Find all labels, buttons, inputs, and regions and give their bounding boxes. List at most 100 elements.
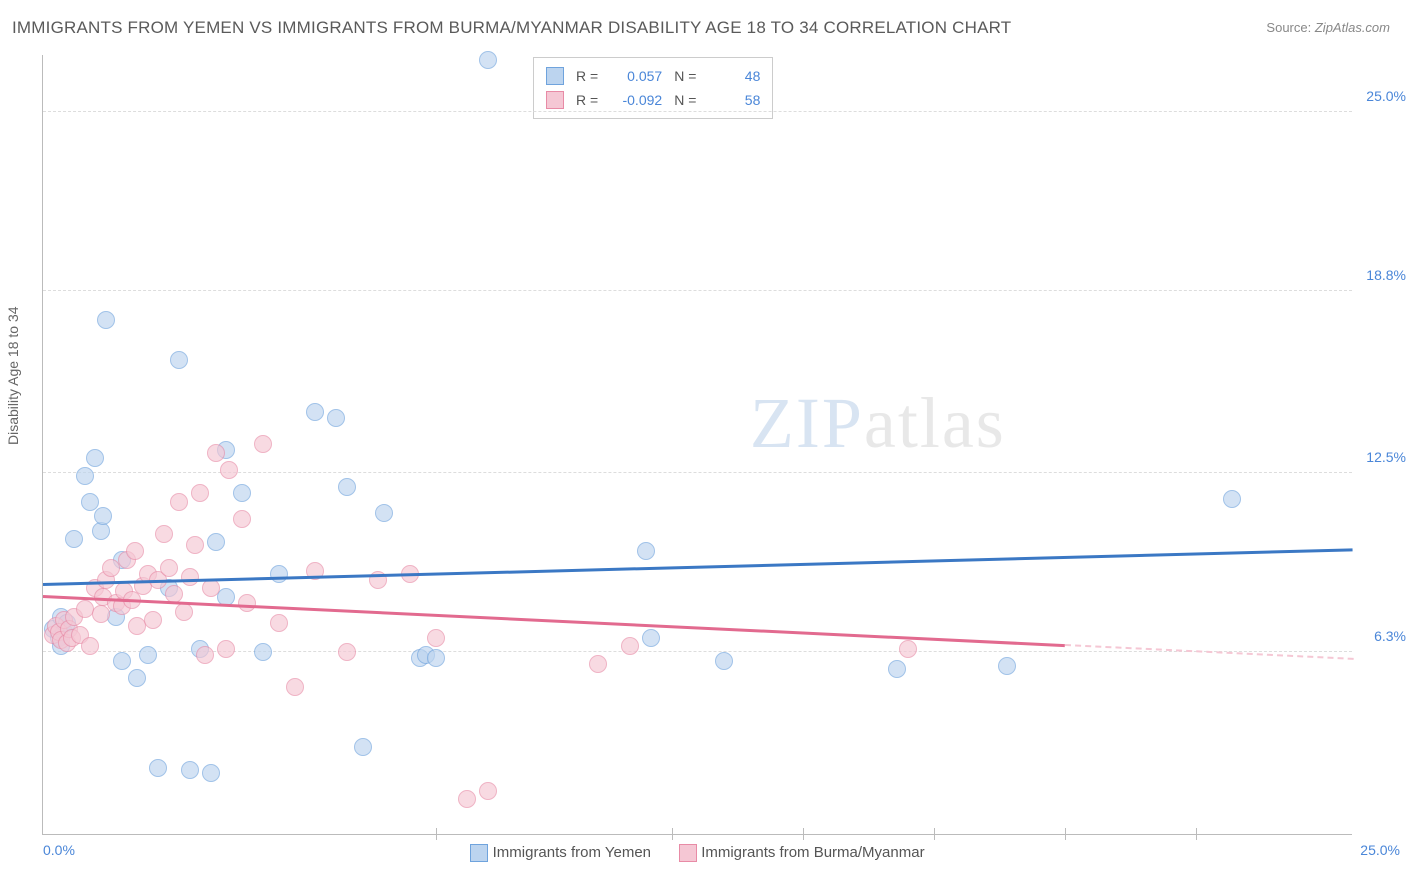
- scatter-point: [92, 605, 110, 623]
- scatter-point: [128, 669, 146, 687]
- gridline: [43, 290, 1352, 291]
- scatter-point: [270, 614, 288, 632]
- scatter-point: [306, 403, 324, 421]
- scatter-point: [888, 660, 906, 678]
- x-tick-mark: [436, 828, 437, 840]
- scatter-point: [270, 565, 288, 583]
- legend-n-label: N =: [674, 64, 696, 88]
- scatter-point: [65, 530, 83, 548]
- scatter-point: [207, 444, 225, 462]
- scatter-point: [427, 629, 445, 647]
- scatter-point: [338, 643, 356, 661]
- x-tick-mark: [934, 828, 935, 840]
- scatter-point: [427, 649, 445, 667]
- scatter-point: [458, 790, 476, 808]
- legend-n-value: 48: [704, 64, 760, 88]
- watermark-atlas: atlas: [864, 383, 1006, 463]
- legend-swatch: [546, 91, 564, 109]
- scatter-point: [181, 761, 199, 779]
- scatter-point: [139, 646, 157, 664]
- scatter-point: [254, 435, 272, 453]
- legend-row: R = 0.057 N = 48: [546, 64, 760, 88]
- legend-r-label: R =: [576, 88, 598, 112]
- scatter-point: [715, 652, 733, 670]
- y-tick-label: 12.5%: [1366, 449, 1406, 465]
- scatter-point: [175, 603, 193, 621]
- scatter-point: [998, 657, 1016, 675]
- scatter-point: [233, 510, 251, 528]
- gridline: [43, 111, 1352, 112]
- scatter-point: [126, 542, 144, 560]
- legend-r-value: -0.092: [606, 88, 662, 112]
- scatter-point: [254, 643, 272, 661]
- scatter-point: [181, 568, 199, 586]
- scatter-point: [479, 782, 497, 800]
- scatter-point: [186, 536, 204, 554]
- legend-n-value: 58: [704, 88, 760, 112]
- legend-r-label: R =: [576, 64, 598, 88]
- scatter-point: [233, 484, 251, 502]
- scatter-point: [196, 646, 214, 664]
- scatter-point: [375, 504, 393, 522]
- y-tick-label: 18.8%: [1366, 267, 1406, 283]
- legend-swatch: [470, 844, 488, 862]
- x-tick-mark: [1065, 828, 1066, 840]
- bottom-legend-label: Immigrants from Yemen: [493, 844, 651, 861]
- scatter-point: [113, 652, 131, 670]
- scatter-point: [86, 449, 104, 467]
- y-tick-label: 25.0%: [1366, 88, 1406, 104]
- trend-line: [43, 548, 1353, 585]
- scatter-point: [238, 594, 256, 612]
- bottom-legend-item: Immigrants from Burma/Myanmar: [679, 844, 925, 861]
- bottom-legend-label: Immigrants from Burma/Myanmar: [701, 844, 924, 861]
- scatter-point: [899, 640, 917, 658]
- scatter-point: [621, 637, 639, 655]
- source-attribution: Source: ZipAtlas.com: [1266, 20, 1390, 35]
- source-prefix: Source:: [1266, 20, 1311, 35]
- scatter-point: [207, 533, 225, 551]
- scatter-point: [76, 467, 94, 485]
- scatter-point: [170, 493, 188, 511]
- trend-line-extrapolated: [1065, 644, 1353, 660]
- x-tick-mark: [803, 828, 804, 840]
- scatter-point: [637, 542, 655, 560]
- gridline: [43, 472, 1352, 473]
- scatter-point: [338, 478, 356, 496]
- legend-swatch: [546, 67, 564, 85]
- chart-title: IMMIGRANTS FROM YEMEN VS IMMIGRANTS FROM…: [12, 18, 1011, 38]
- source-name: ZipAtlas.com: [1315, 20, 1390, 35]
- scatter-point: [144, 611, 162, 629]
- scatter-point: [202, 579, 220, 597]
- x-axis-end-label: 25.0%: [1360, 842, 1400, 858]
- scatter-point: [354, 738, 372, 756]
- legend-row: R = -0.092 N = 58: [546, 88, 760, 112]
- scatter-plot-area: Disability Age 18 to 34 ZIPatlas R =0.05…: [42, 55, 1352, 835]
- legend-n-label: N =: [674, 88, 696, 112]
- scatter-point: [217, 640, 235, 658]
- scatter-point: [202, 764, 220, 782]
- scatter-point: [155, 525, 173, 543]
- scatter-point: [220, 461, 238, 479]
- correlation-legend-box: R = 0.057 N = 48 R = -0.092 N = 58: [533, 57, 773, 119]
- gridline: [43, 651, 1352, 652]
- scatter-point: [81, 493, 99, 511]
- watermark: ZIPatlas: [750, 382, 1006, 465]
- scatter-point: [81, 637, 99, 655]
- scatter-point: [191, 484, 209, 502]
- scatter-point: [97, 311, 115, 329]
- scatter-point: [642, 629, 660, 647]
- y-tick-label: 6.3%: [1374, 628, 1406, 644]
- scatter-point: [589, 655, 607, 673]
- trend-line: [43, 595, 1065, 647]
- watermark-zip: ZIP: [750, 383, 864, 463]
- x-tick-mark: [672, 828, 673, 840]
- bottom-legend-item: Immigrants from Yemen: [470, 844, 651, 861]
- legend-swatch: [679, 844, 697, 862]
- scatter-point: [1223, 490, 1241, 508]
- scatter-point: [327, 409, 345, 427]
- scatter-point: [170, 351, 188, 369]
- scatter-point: [479, 51, 497, 69]
- series-legend: Immigrants from Yemen Immigrants from Bu…: [43, 844, 1352, 862]
- legend-r-value: 0.057: [606, 64, 662, 88]
- scatter-point: [286, 678, 304, 696]
